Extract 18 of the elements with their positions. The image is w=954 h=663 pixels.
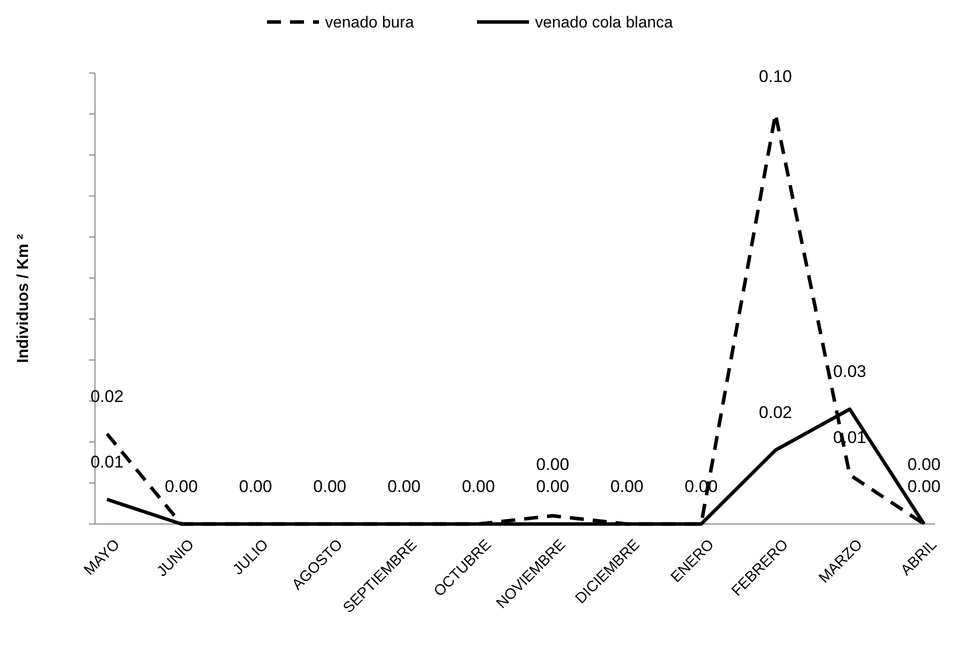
y-axis-title: Individuos / Km ² — [15, 234, 32, 363]
data-label: 0.00 — [610, 477, 644, 496]
data-label: 0.00 — [313, 477, 346, 496]
data-label: 0.10 — [758, 67, 792, 86]
data-label: 0.01 — [90, 452, 124, 472]
data-label: 0.03 — [833, 362, 866, 382]
data-label: 0.00 — [536, 477, 570, 496]
data-label: 0.00 — [388, 477, 421, 496]
data-label: 0.00 — [907, 477, 941, 496]
data-label: 0.02 — [90, 386, 124, 406]
data-label: 0.00 — [164, 477, 198, 496]
data-label: 0.00 — [462, 477, 495, 496]
data-label: 0.00 — [239, 477, 272, 496]
legend-label: venado bura — [325, 14, 414, 32]
data-label: 0.00 — [907, 455, 941, 474]
data-label: 0.02 — [758, 403, 792, 422]
data-label: 0.00 — [536, 455, 570, 474]
legend-label: venado cola blanca — [535, 14, 673, 32]
